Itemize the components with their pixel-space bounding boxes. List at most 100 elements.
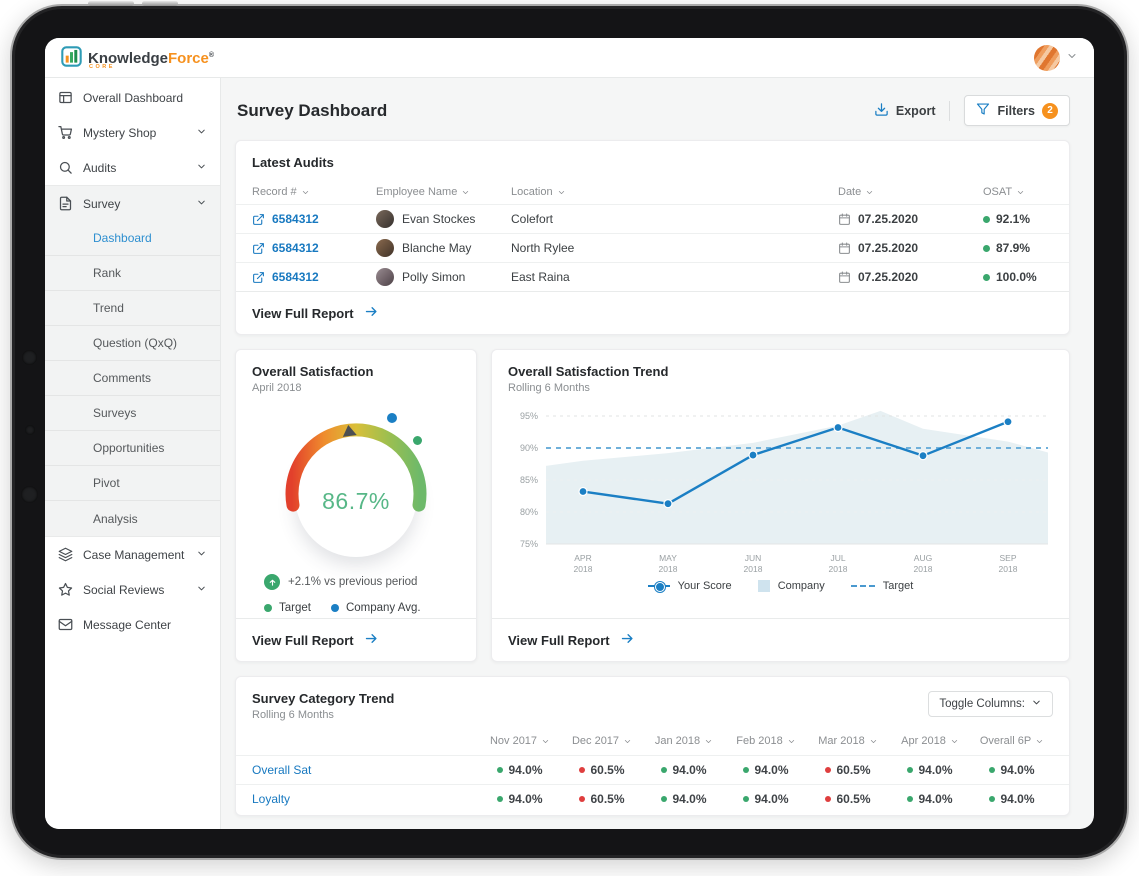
filters-button[interactable]: Filters 2 [964,95,1070,126]
svg-text:85%: 85% [520,475,538,485]
sidebar-item-message-center[interactable]: Message Center [45,607,220,642]
gauge-card-subtitle: April 2018 [252,382,302,394]
record-link[interactable]: 6584312 [252,270,376,284]
audits-view-full-report-link[interactable]: View Full Report [236,291,1069,334]
external-link-icon [253,242,264,254]
column-header-apr-2018[interactable]: Apr 2018 [889,735,971,747]
location: Colefort [511,212,554,226]
chevron-down-icon [198,586,205,590]
audit-date: 07.25.2020 [858,212,919,226]
latest-audits-card: Latest Audits Record # Employee Name Locat… [235,140,1070,335]
sidebar-subitem-pivot[interactable]: Pivot [45,466,220,501]
status-dot-icon [579,796,586,802]
external-link-icon [253,213,264,225]
category-value: 94.0% [971,763,1053,777]
sidebar-subitem-dashboard[interactable]: Dashboard [45,221,220,256]
sidebar-subitem-surveys[interactable]: Surveys [45,396,220,431]
employee-avatar [376,239,394,257]
category-value: 94.0% [889,792,971,806]
sidebar-item-case-management[interactable]: Case Management [45,537,220,572]
gauge-view-full-report-link[interactable]: View Full Report [236,618,476,661]
category-value: 60.5% [561,792,643,806]
brand-logo: KnowledgeForce® CORE [61,46,214,70]
column-header-date[interactable]: Date [838,186,874,198]
calendar-icon [839,213,850,225]
user-menu[interactable] [1034,44,1078,71]
filters-count-badge: 2 [1042,102,1058,119]
column-header-employee-name[interactable]: Employee Name [376,186,470,198]
record-link[interactable]: 6584312 [252,212,376,226]
status-dot-icon [989,767,996,773]
sidebar-item-survey[interactable]: Survey [45,186,220,221]
osat-value: 92.1% [996,212,1031,226]
column-header-mar-2018[interactable]: Mar 2018 [807,735,889,747]
status-dot-icon [989,796,996,802]
chevron-down-icon [198,200,205,204]
search-icon [59,161,72,174]
audit-row: 6584312 Evan Stockes Colefort 07.25.2020 92.… [236,204,1069,233]
trend-chart: 95%90%85%80%75%APR2018MAY2018JUN2018JUL2… [520,410,1048,574]
tablet-sensor-icon [25,425,35,435]
column-header-location[interactable]: Location [511,186,566,198]
category-value: 94.0% [479,763,561,777]
status-dot-icon [983,244,990,252]
column-header-jan-2018[interactable]: Jan 2018 [643,735,725,747]
svg-text:JUL: JUL [830,553,845,563]
svg-text:APR: APR [574,553,591,563]
chevron-down-icon [198,164,205,168]
sidebar-item-mystery-shop[interactable]: Mystery Shop [45,115,220,150]
status-dot-icon [907,796,914,802]
column-header-dec-2017[interactable]: Dec 2017 [561,735,643,747]
arrow-up-icon [264,574,280,590]
calendar-icon [839,271,850,283]
trend-legend: Your Score Company Target [508,580,1053,592]
sidebar-subitem-rank[interactable]: Rank [45,256,220,291]
category-value: 94.0% [971,792,1053,806]
toggle-columns-button[interactable]: Toggle Columns: [928,691,1053,717]
sidebar-item-social-reviews[interactable]: Social Reviews [45,572,220,607]
dashboard-icon [59,91,72,104]
sidebar-item-audits[interactable]: Audits [45,150,220,185]
category-value: 60.5% [561,763,643,777]
svg-text:90%: 90% [520,443,538,453]
category-row: Loyalty 94.0% 60.5% 94.0% 94.0% 60.5% 94.0% 94.… [236,784,1069,813]
category-value: 94.0% [643,763,725,777]
column-header-osat[interactable]: OSAT [983,186,1025,198]
category-row: Overall Sat 94.0% 60.5% 94.0% 94.0% 60.5% 94.0… [236,755,1069,784]
chevron-down-icon [1018,190,1024,194]
status-dot-icon [661,767,668,773]
category-link-overall-sat[interactable]: Overall Sat [252,763,312,777]
your-score-marker-icon [647,582,670,592]
column-header-record[interactable]: Record # [252,186,310,198]
chevron-down-icon [1068,53,1076,58]
svg-text:2018: 2018 [999,564,1018,574]
column-header-overall-6p[interactable]: Overall 6P [971,735,1053,747]
svg-text:SEP: SEP [999,553,1016,563]
brand-subtext: CORE [89,64,115,70]
sidebar-subitem-analysis[interactable]: Analysis [93,511,138,526]
category-value: 94.0% [889,763,971,777]
download-icon [875,102,888,116]
category-link-loyalty[interactable]: Loyalty [252,792,291,806]
target-marker-icon [850,585,875,587]
tablet-camera-icon [22,350,37,365]
column-header-feb-2018[interactable]: Feb 2018 [725,735,807,747]
sidebar-item-overall-dashboard[interactable]: Overall Dashboard [45,80,220,115]
chevron-down-icon [302,190,308,194]
arrow-right-icon [365,634,377,643]
record-link[interactable]: 6584312 [252,241,376,255]
sidebar-subitem-comments[interactable]: Comments [45,361,220,396]
sidebar-subitem-opportunities[interactable]: Opportunities [45,431,220,466]
sidebar-subitem-trend[interactable]: Trend [45,291,220,326]
export-button[interactable]: Export [874,102,935,120]
chevron-down-icon [1033,700,1040,705]
trend-view-full-report-link[interactable]: View Full Report [492,618,1069,661]
gauge-needle-icon [341,424,357,437]
sidebar-subitem-question-qxq[interactable]: Question (QxQ) [45,326,220,361]
sidebar: Overall Dashboard Mystery Shop Audits Surve… [45,78,221,829]
arrow-right-icon [621,634,633,643]
status-dot-icon [661,796,668,802]
column-header-nov-2017[interactable]: Nov 2017 [479,735,561,747]
topbar: KnowledgeForce® CORE [45,38,1094,78]
status-dot-icon [579,767,586,773]
